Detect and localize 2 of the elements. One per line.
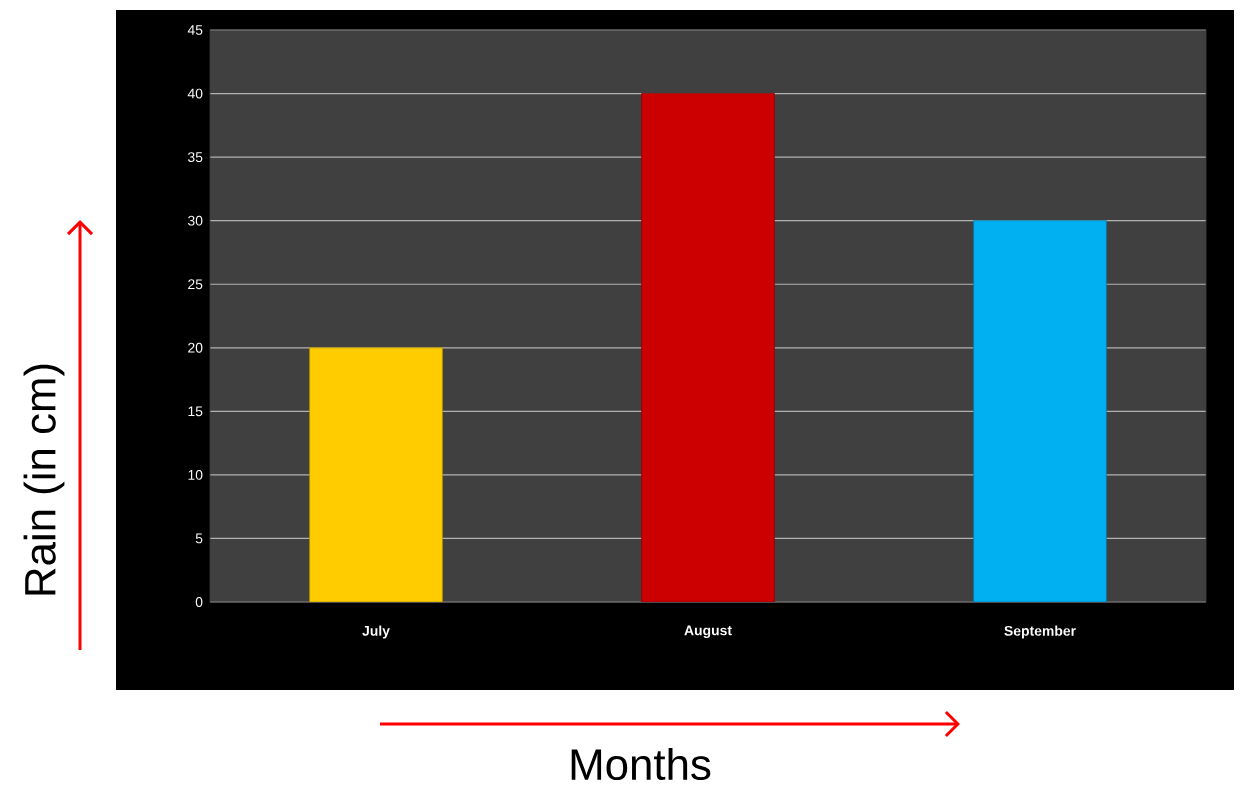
y-axis-title: Rain (in cm) [23, 364, 65, 595]
x-axis-title: Months [571, 747, 711, 781]
